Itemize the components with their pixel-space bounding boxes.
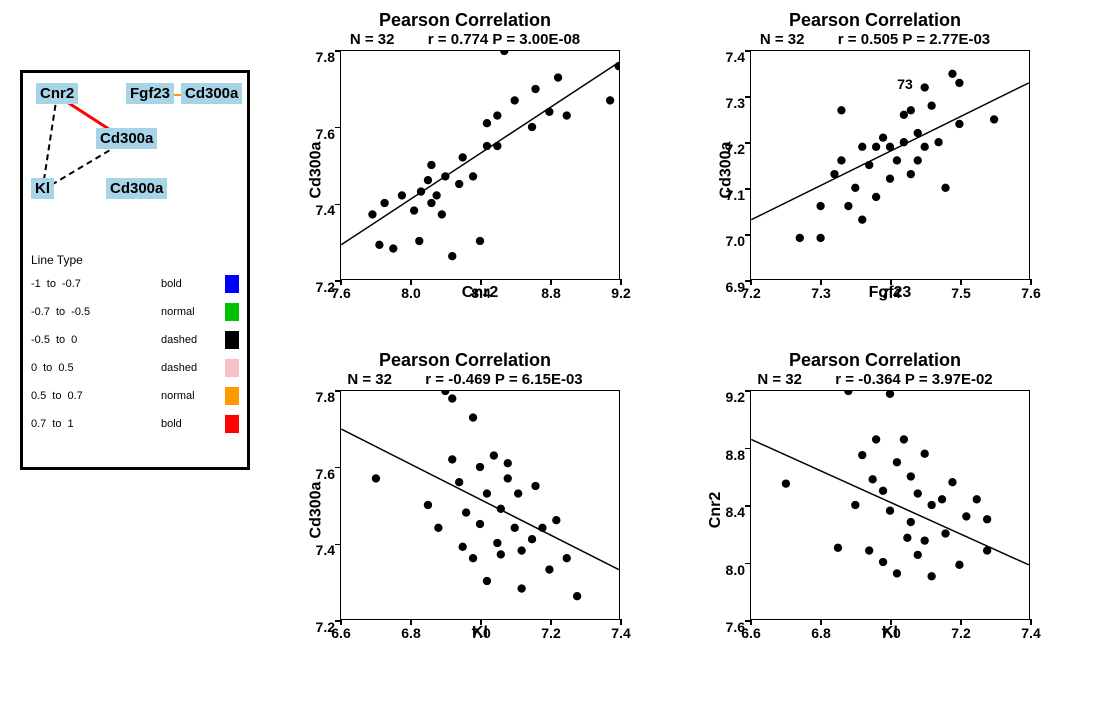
scatter-chart: Pearson CorrelationN = 32 r = -0.469 P =… — [280, 350, 650, 670]
y-tick: 7.2 — [297, 619, 335, 635]
network-node: Cd300a — [181, 83, 242, 104]
legend-row: -1to-0.7bold — [31, 275, 239, 293]
network-node: Cd300a — [96, 128, 157, 149]
chart-title: Pearson Correlation — [280, 10, 650, 31]
x-tick: 6.6 — [331, 625, 350, 641]
x-tick: 6.8 — [811, 625, 830, 641]
x-tick: 7.4 — [881, 285, 900, 301]
plot-area: 7.68.08.48.89.26.66.87.07.27.4 — [750, 390, 1030, 620]
chart-annotation: 73 — [897, 76, 913, 92]
y-tick: 6.9 — [707, 279, 745, 295]
legend-box: Cnr2Fgf23Cd300aCd300aKlCd300a Line Type … — [20, 70, 250, 470]
x-tick: 7.5 — [951, 285, 970, 301]
chart-stats: N = 32 r = -0.469 P = 6.15E-03 — [280, 371, 650, 388]
x-tick: 6.6 — [741, 625, 760, 641]
scatter-svg — [751, 51, 1029, 279]
legend-row: -0.7to-0.5normal — [31, 303, 239, 321]
network-node: Kl — [31, 178, 54, 199]
plot-area: 6.97.07.17.27.37.47.27.37.47.57.673 — [750, 50, 1030, 280]
y-tick: 8.8 — [707, 447, 745, 463]
network-node: Cnr2 — [36, 83, 78, 104]
y-tick: 7.6 — [297, 126, 335, 142]
y-tick: 7.8 — [297, 389, 335, 405]
y-tick: 7.8 — [297, 49, 335, 65]
x-tick: 7.6 — [331, 285, 350, 301]
figure: Cnr2Fgf23Cd300aCd300aKlCd300a Line Type … — [10, 10, 1088, 670]
x-tick: 7.0 — [471, 625, 490, 641]
chart-title: Pearson Correlation — [280, 350, 650, 371]
y-tick: 8.4 — [707, 504, 745, 520]
plot-area: 7.27.47.67.87.68.08.48.89.2 — [340, 50, 620, 280]
x-tick: 7.2 — [741, 285, 760, 301]
charts-grid: Pearson CorrelationN = 32 r = 0.774 P = … — [280, 10, 1060, 670]
legend-panel: Cnr2Fgf23Cd300aCd300aKlCd300a Line Type … — [20, 70, 250, 470]
legend-title: Line Type — [31, 253, 239, 267]
chart-stats: N = 32 r = 0.505 P = 2.77E-03 — [690, 31, 1060, 48]
x-tick: 7.2 — [541, 625, 560, 641]
network-node: Cd300a — [106, 178, 167, 199]
chart-title: Pearson Correlation — [690, 350, 1060, 371]
legend-rows: -1to-0.7bold -0.7to-0.5normal -0.5to0dashe… — [31, 275, 239, 433]
y-tick: 7.4 — [297, 202, 335, 218]
x-tick: 8.8 — [541, 285, 560, 301]
y-tick: 7.3 — [707, 95, 745, 111]
x-tick: 7.3 — [811, 285, 830, 301]
y-tick: 7.0 — [707, 233, 745, 249]
y-tick: 8.0 — [707, 562, 745, 578]
network-diagram: Cnr2 Fgf23 Cd300a Cd300a Kl Cd300a — [31, 83, 239, 243]
y-tick: 9.2 — [707, 389, 745, 405]
chart-stats: N = 32 r = -0.364 P = 3.97E-02 — [690, 371, 1060, 388]
plot-area: 7.27.47.67.86.66.87.07.27.4 — [340, 390, 620, 620]
y-tick: 7.4 — [707, 49, 745, 65]
y-tick: 7.4 — [297, 542, 335, 558]
chart-title: Pearson Correlation — [690, 10, 1060, 31]
chart-stats: N = 32 r = 0.774 P = 3.00E-08 — [280, 31, 650, 48]
x-tick: 8.4 — [471, 285, 490, 301]
x-tick: 7.2 — [951, 625, 970, 641]
scatter-chart: Pearson CorrelationN = 32 r = 0.774 P = … — [280, 10, 650, 330]
y-tick: 7.2 — [707, 141, 745, 157]
scatter-svg — [341, 51, 619, 279]
x-tick: 7.6 — [1021, 285, 1040, 301]
legend-row: 0.5to0.7normal — [31, 387, 239, 405]
x-tick: 7.4 — [611, 625, 630, 641]
legend-row: -0.5to0dashed — [31, 331, 239, 349]
y-tick: 7.1 — [707, 187, 745, 203]
x-tick: 9.2 — [611, 285, 630, 301]
y-tick: 7.6 — [707, 619, 745, 635]
x-tick: 7.4 — [1021, 625, 1040, 641]
scatter-chart: Pearson CorrelationN = 32 r = 0.505 P = … — [690, 10, 1060, 330]
scatter-svg — [341, 391, 619, 619]
network-node: Fgf23 — [126, 83, 174, 104]
legend-row: 0.7to1bold — [31, 415, 239, 433]
scatter-chart: Pearson CorrelationN = 32 r = -0.364 P =… — [690, 350, 1060, 670]
legend-row: 0to0.5dashed — [31, 359, 239, 377]
scatter-svg — [751, 391, 1029, 619]
y-axis-label: Cd300a — [307, 142, 325, 199]
network-edge — [42, 94, 59, 189]
x-tick: 6.8 — [401, 625, 420, 641]
y-tick: 7.2 — [297, 279, 335, 295]
x-tick: 7.0 — [881, 625, 900, 641]
y-axis-label: Cd300a — [307, 482, 325, 539]
x-tick: 8.0 — [401, 285, 420, 301]
y-tick: 7.6 — [297, 466, 335, 482]
